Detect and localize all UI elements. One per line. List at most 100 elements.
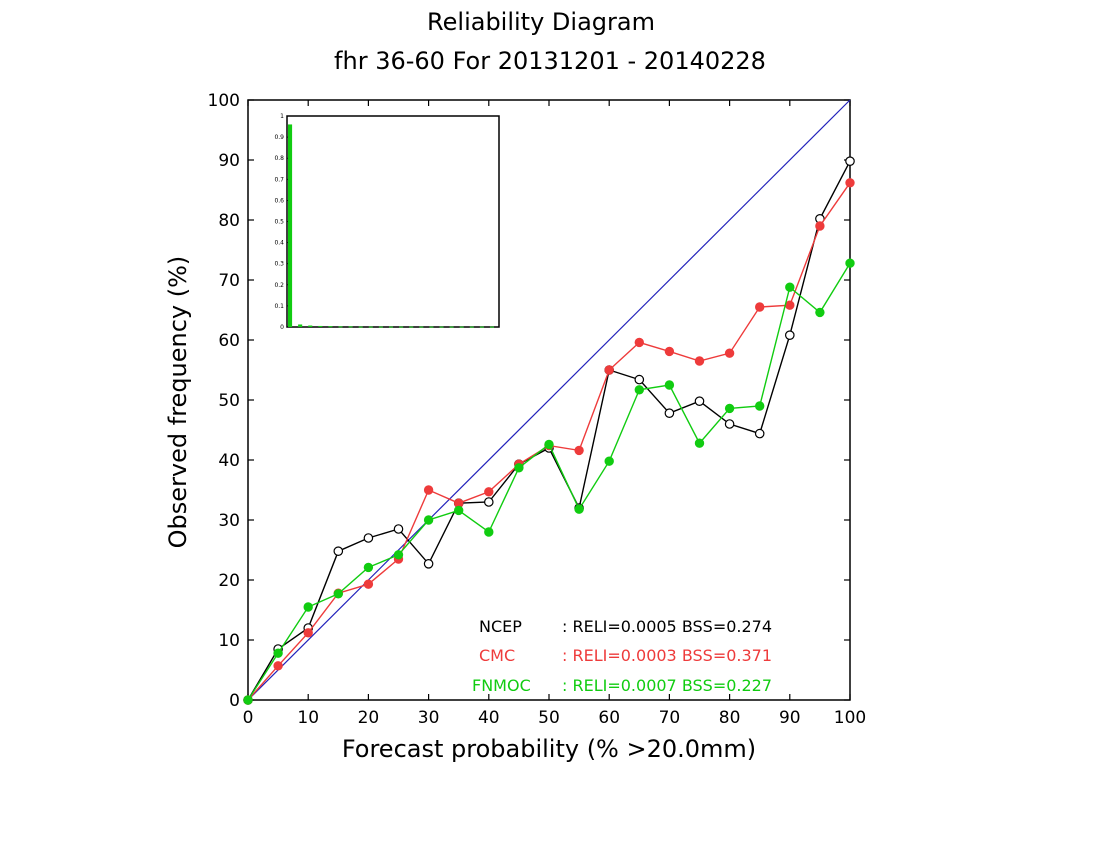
point-fnmoc	[514, 463, 524, 473]
x-tick-label: 60	[598, 708, 620, 728]
legend-stats-cmc: : RELI=0.0003 BSS=0.371	[562, 646, 772, 665]
x-tick-label: 20	[358, 708, 380, 728]
inset-bar	[399, 326, 404, 328]
inset-y-tick-label: 0.5	[274, 219, 284, 226]
x-tick-label: 0	[243, 708, 254, 728]
point-cmc	[273, 661, 283, 671]
y-axis-label: Observed frequency (%)	[164, 256, 192, 549]
x-axis: 0 10 20 30 40 50 60 70 80 90 100	[243, 100, 866, 728]
inset-y-tick-label: 0.6	[274, 197, 284, 204]
inset-y-tick-label: 0.1	[274, 303, 284, 310]
inset-bar	[419, 326, 424, 328]
inset-histogram: 0 0.1 0.2 0.3 0.4 0.5 0.6 0.7 0.8 0.9 1	[274, 113, 500, 331]
inset-bar	[409, 326, 414, 328]
point-ncep	[423, 558, 434, 569]
legend-stats-fnmoc: : RELI=0.0007 BSS=0.227	[562, 676, 772, 695]
point-cmc	[303, 628, 313, 638]
inset-bar	[298, 324, 303, 327]
inset-bar	[469, 326, 474, 328]
x-tick-label: 50	[538, 708, 560, 728]
point-ncep	[333, 546, 344, 556]
y-tick-label: 60	[218, 331, 240, 351]
point-cmc	[574, 445, 584, 456]
point-ncep	[845, 156, 855, 166]
inset-bar	[449, 326, 454, 328]
series-fnmoc	[243, 258, 855, 705]
point-fnmoc	[393, 550, 404, 560]
inset-bar	[338, 326, 343, 328]
inset-bar	[388, 326, 394, 328]
x-tick-label: 40	[478, 708, 500, 728]
point-cmc	[363, 579, 374, 589]
x-tick-label: 30	[418, 708, 440, 728]
y-tick-label: 30	[218, 511, 240, 531]
point-fnmoc	[845, 258, 855, 268]
point-fnmoc	[724, 403, 735, 414]
point-cmc	[694, 356, 705, 366]
point-fnmoc	[634, 385, 644, 395]
x-tick-label: 90	[779, 708, 801, 728]
legend-name-ncep: NCEP	[479, 617, 522, 636]
point-ncep	[754, 428, 765, 439]
point-fnmoc	[664, 380, 675, 390]
inset-frame	[286, 115, 500, 328]
point-fnmoc	[574, 504, 584, 514]
y-tick-label: 90	[218, 151, 240, 171]
inset-bar	[288, 124, 293, 327]
point-cmc	[634, 337, 644, 348]
point-fnmoc	[273, 648, 283, 658]
y-tick-label: 80	[218, 211, 240, 231]
point-fnmoc	[544, 439, 554, 450]
point-fnmoc	[454, 505, 464, 516]
inset-bar	[318, 325, 323, 327]
perfect-reliability-line	[247, 99, 851, 701]
point-cmc	[785, 300, 795, 310]
point-fnmoc	[303, 602, 313, 612]
inset-bar	[308, 325, 313, 327]
inset-bar	[429, 326, 434, 328]
point-fnmoc	[333, 589, 343, 599]
inset-bar	[328, 326, 333, 328]
inset-bar	[348, 326, 353, 328]
y-tick-label: 50	[218, 391, 240, 411]
point-fnmoc	[694, 438, 705, 448]
legend-name-fnmoc: FNMOC	[472, 676, 531, 695]
legend-stats-ncep: : RELI=0.0005 BSS=0.274	[562, 617, 772, 636]
chart-subtitle: fhr 36-60 For 20131201 - 20140228	[334, 47, 766, 75]
point-fnmoc	[363, 562, 374, 573]
y-tick-label: 20	[218, 571, 240, 591]
inset-bar	[479, 326, 484, 328]
x-tick-label: 100	[834, 708, 866, 728]
chart-title: Reliability Diagram	[427, 8, 655, 36]
y-tick-label: 0	[229, 691, 240, 711]
inset-y-tick-label: 0.3	[274, 261, 284, 268]
point-cmc	[815, 221, 825, 231]
point-cmc	[724, 348, 735, 358]
inset-bar	[358, 326, 363, 328]
point-ncep	[664, 408, 675, 418]
point-ncep	[784, 330, 795, 340]
y-tick-label: 70	[218, 271, 240, 291]
point-fnmoc	[423, 515, 434, 525]
inset-y-tick-label: 0.7	[274, 176, 284, 183]
inset-bar	[489, 326, 494, 328]
point-fnmoc	[243, 695, 253, 705]
x-axis-label: Forecast probability (% >20.0mm)	[342, 735, 756, 763]
point-ncep	[393, 524, 404, 534]
x-tick-label: 80	[719, 708, 741, 728]
y-tick-label: 10	[218, 631, 240, 651]
point-ncep	[634, 374, 645, 385]
inset-bar	[439, 326, 444, 328]
point-cmc	[604, 365, 614, 375]
legend-name-cmc: CMC	[479, 646, 515, 665]
point-ncep	[694, 396, 705, 406]
point-ncep	[363, 533, 374, 543]
point-cmc	[664, 346, 675, 357]
point-cmc	[845, 178, 855, 188]
inset-y-tick-label: 0.9	[274, 134, 284, 141]
point-fnmoc	[785, 282, 795, 292]
inset-y-tick-label: 0.8	[274, 155, 284, 162]
inset-y-tick-label: 0.4	[274, 240, 284, 247]
